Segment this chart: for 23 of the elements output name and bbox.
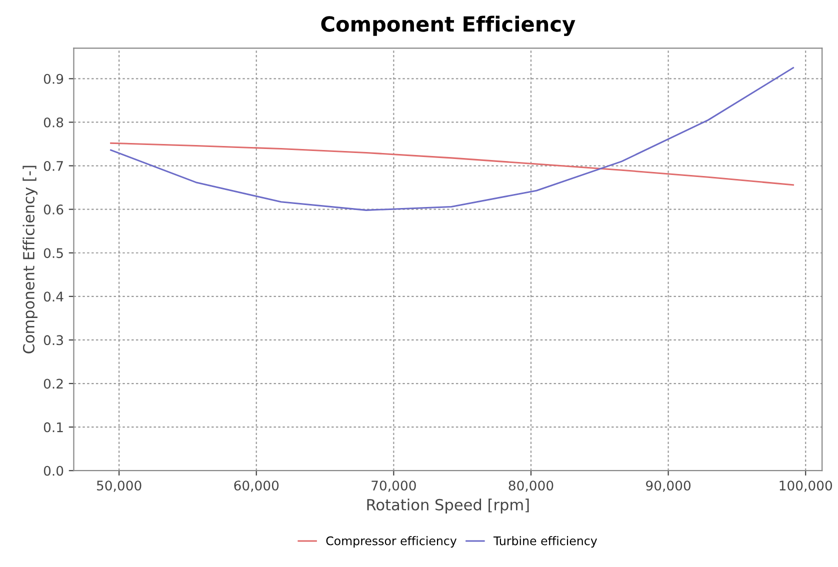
legend-label: Turbine efficiency (493, 536, 598, 548)
line-series (110, 142, 794, 186)
y-tick-label: 0.8 (44, 117, 64, 128)
y-tick-label: 0.6 (44, 204, 64, 215)
y-tick-label: 0.2 (44, 378, 63, 389)
x-tick-label: 50,000 (96, 480, 142, 492)
x-tick-label: 60,000 (234, 480, 279, 492)
x-tick-label: 100,000 (780, 480, 832, 492)
line-series (110, 67, 794, 211)
y-tick-label: 0.7 (44, 160, 63, 171)
y-tick-label: 0.1 (44, 422, 63, 432)
y-tick-label: 0.5 (44, 248, 63, 258)
x-tick-label: 80,000 (508, 480, 554, 492)
y-tick-label: 0.0 (44, 466, 64, 476)
x-tick-label: 90,000 (646, 480, 690, 492)
x-axis-title: Rotation Speed [rpm] (367, 498, 529, 514)
x-tick-label: 70,000 (372, 480, 416, 492)
y-axis-title: Component Efficiency [-] (22, 166, 38, 354)
y-tick-label: 0.3 (44, 335, 63, 346)
y-tick-label: 0.4 (44, 292, 64, 302)
y-tick-label: 0.9 (44, 74, 64, 84)
legend-label: Compressor efficiency (326, 536, 457, 548)
chart-title: Component Efficiency (321, 16, 576, 36)
